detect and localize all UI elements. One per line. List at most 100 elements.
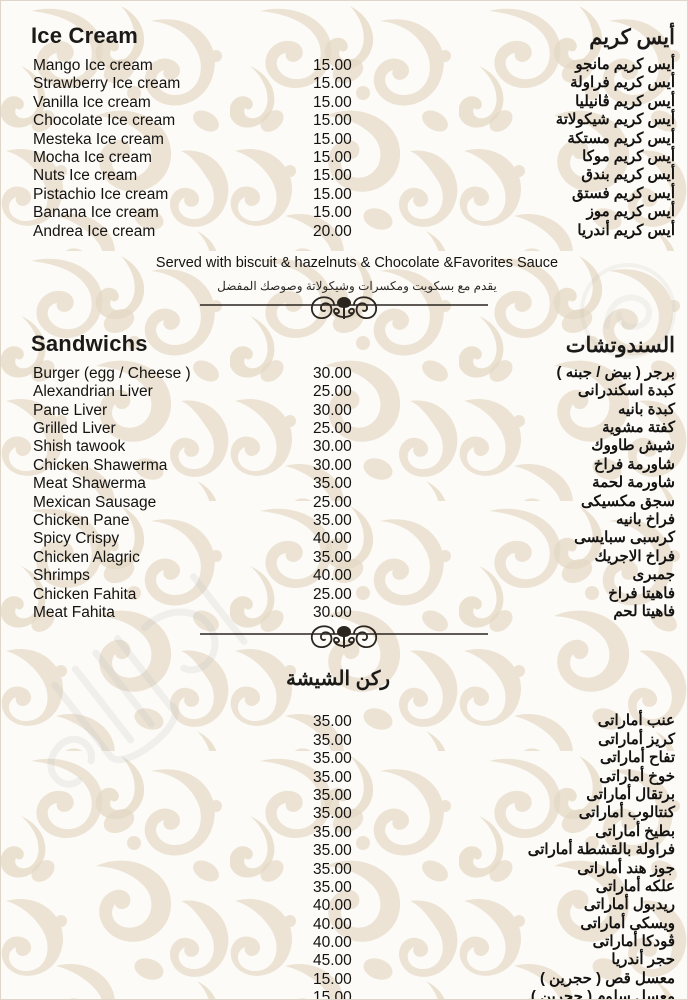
item-price: 35.00 [313, 786, 352, 804]
menu-item-row: Alexandrian Liver 25.00 كبدة اسكندرانى [1, 382, 687, 401]
item-name-en: Banana Ice cream [33, 204, 159, 222]
item-price: 35.00 [313, 805, 352, 823]
item-name-en: Mexican Sausage [33, 493, 157, 511]
item-price: 15.00 [313, 57, 352, 74]
item-name-ar: ڤودكا أماراتى [592, 933, 675, 951]
menu-item-row: 15.00 معسل قص ( حجرين ) [1, 970, 687, 989]
section-title-ice-cream-ar: أيس كريم [589, 26, 675, 49]
item-name-ar: كريز أماراتى [598, 730, 675, 748]
menu-item-row: Spicy Crispy 40.00 كرسبى سبايسى [1, 529, 687, 548]
menu-item-row: 35.00 تفاح أماراتى [1, 749, 687, 768]
menu-item-row: Shrimps 40.00 جمبرى [1, 566, 687, 585]
item-name-en: Spicy Crispy [33, 530, 120, 548]
item-name-en: Chicken Alagric [33, 548, 140, 566]
item-name-en: Mocha Ice cream [33, 148, 152, 166]
section-sandwichs: Sandwichs السندوتشات Burger (egg / Chees… [1, 331, 687, 622]
item-price: 25.00 [313, 420, 352, 438]
item-name-en: Chocolate Ice cream [33, 112, 176, 130]
item-name-ar: شاورمة فراخ [593, 455, 675, 473]
item-price: 25.00 [313, 585, 352, 603]
item-name-ar: معسل سلوم ( حجرين ) [530, 988, 675, 1000]
item-name-en: Mesteka Ice cream [33, 130, 164, 148]
item-price: 15.00 [313, 185, 352, 203]
item-price: 30.00 [313, 438, 352, 456]
scroll-flourish-divider-icon [200, 296, 488, 319]
item-name-ar: فراولة بالقشطة أماراتى [527, 841, 675, 859]
ornament-divider [1, 622, 687, 652]
item-name-ar: ريدبول أماراتى [583, 896, 675, 914]
item-price: 40.00 [313, 897, 352, 915]
menu-item-row: Chicken Shawerma 30.00 شاورمة فراخ [1, 455, 687, 475]
item-price: 35.00 [313, 512, 352, 530]
section-title-ice-cream-en: Ice Cream [31, 23, 138, 48]
menu-item-row: Nuts Ice cream 15.00 أيس كريم بندق [1, 166, 687, 185]
item-name-ar: عنب أماراتى [597, 712, 675, 730]
item-name-ar: أيس كريم موز [586, 203, 675, 221]
menu-item-row: Pistachio Ice cream 15.00 أيس كريم فستق [1, 184, 687, 204]
menu-item-row: Meat Fahita 30.00 فاهيتا لحم [1, 603, 687, 622]
menu-item-row: Burger (egg / Cheese ) 30.00 برجر ( بيض … [1, 363, 687, 383]
section-ice-cream: Ice Cream أيس كريم Mango Ice cream 15.00… [1, 23, 687, 293]
menu-item-row: 40.00 ريدبول أماراتى [1, 896, 687, 915]
item-price: 25.00 [313, 383, 352, 401]
item-list-sandwichs: Burger (egg / Cheese ) 30.00 برجر ( بيض … [1, 363, 687, 622]
item-name-ar: بطيخ أماراتى [595, 822, 675, 840]
item-name-en: Shish tawook [33, 438, 126, 456]
menu-item-row: Vanilla Ice cream 15.00 أيس كريم ڤانيليا [1, 93, 687, 112]
menu-item-row: 35.00 جوز هند أماراتى [1, 859, 687, 879]
menu-item-row: 15.00 معسل سلوم ( حجرين ) [1, 988, 687, 1000]
item-name-en: Alexandrian Liver [33, 383, 153, 401]
menu-item-row: 35.00 فراولة بالقشطة أماراتى [1, 841, 687, 860]
item-price: 30.00 [313, 364, 352, 382]
item-name-ar: خوخ أماراتى [599, 767, 675, 785]
item-name-ar: جوز هند أماراتى [577, 859, 675, 877]
item-name-ar: تفاح أماراتى [599, 749, 675, 767]
item-price: 15.00 [313, 167, 352, 185]
menu-item-row: 35.00 كنتالوب أماراتى [1, 804, 687, 823]
item-name-ar: فاهيتا فراخ [608, 584, 675, 602]
item-name-ar: ويسكى أماراتى [580, 914, 675, 932]
item-price: 35.00 [313, 878, 352, 896]
ornament-divider [1, 293, 687, 323]
item-price: 35.00 [313, 713, 352, 731]
menu-item-row: Meat Shawerma 35.00 شاورمة لحمة [1, 474, 687, 493]
menu-item-row: Grilled Liver 25.00 كفتة مشوية [1, 419, 687, 438]
item-price: 40.00 [313, 915, 352, 933]
menu-item-row: 35.00 علكه أماراتى [1, 878, 687, 897]
item-name-en: Chicken Fahita [33, 585, 137, 603]
item-name-en: Vanilla Ice cream [33, 93, 151, 111]
menu-item-row: Chocolate Ice cream 15.00 أيس كريم شيكول… [1, 111, 687, 130]
item-list-shisha: 35.00 عنب أماراتى 35.00 كريز أماراتى 35.… [1, 712, 687, 1000]
item-price: 30.00 [313, 456, 352, 474]
item-name-ar: أيس كريم شيكولاتة [555, 111, 675, 129]
menu-item-row: Banana Ice cream 15.00 أيس كريم موز [1, 203, 687, 222]
item-name-en: Mango Ice cream [33, 57, 153, 74]
item-name-en: Andrea Ice cream [33, 222, 156, 240]
menu-item-row: Mango Ice cream 15.00 أيس كريم مانجو [1, 56, 687, 75]
item-name-ar: أيس كريم أندريا [577, 221, 675, 239]
item-name-ar: كفتة مشوية [602, 419, 675, 437]
menu-item-row: 35.00 كريز أماراتى [1, 730, 687, 750]
menu-item-row: 35.00 عنب أماراتى [1, 712, 687, 731]
item-name-en: Shrimps [33, 567, 90, 585]
item-price: 20.00 [313, 222, 352, 240]
item-name-en: Strawberry Ice cream [33, 75, 181, 93]
menu-item-row: Chicken Alagric 35.00 فراخ الاجريك [1, 547, 687, 567]
item-name-ar: فراخ الاجريك [594, 547, 675, 565]
item-price: 35.00 [313, 823, 352, 841]
section-title-sandwichs-ar: السندوتشات [565, 333, 675, 357]
item-price: 15.00 [313, 204, 352, 222]
ice-cream-note-ar: يقدم مع بسكويت ومكسرات وشيكولاتة وصوصك ا… [217, 278, 497, 293]
item-name-ar: أيس كريم فستق [572, 184, 675, 202]
item-price: 15.00 [313, 989, 352, 1000]
section-header-sandwichs: Sandwichs السندوتشات [1, 331, 687, 365]
item-price: 35.00 [313, 842, 352, 860]
menu-item-row: Chicken Pane 35.00 فراخ بانيه [1, 511, 687, 530]
item-name-ar: شيش طاووك [591, 437, 675, 455]
item-price: 40.00 [313, 567, 352, 585]
menu-item-row: 45.00 حجر أندريا [1, 951, 687, 970]
menu-item-row: 35.00 خوخ أماراتى [1, 767, 687, 787]
item-name-ar: برجر ( بيض / جبنه ) [556, 363, 675, 381]
